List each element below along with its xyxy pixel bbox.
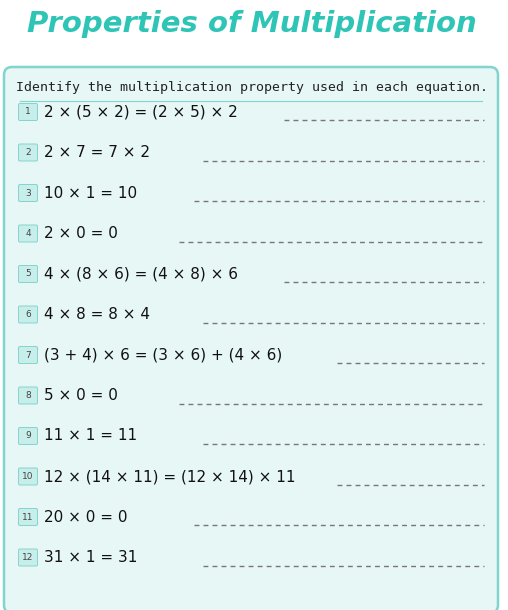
FancyBboxPatch shape: [18, 387, 38, 404]
Text: 20 × 0 = 0: 20 × 0 = 0: [44, 509, 128, 525]
FancyBboxPatch shape: [18, 144, 38, 161]
Text: 4 × (8 × 6) = (4 × 8) × 6: 4 × (8 × 6) = (4 × 8) × 6: [44, 267, 238, 281]
Text: 12 × (14 × 11) = (12 × 14) × 11: 12 × (14 × 11) = (12 × 14) × 11: [44, 469, 296, 484]
Text: 10 × 1 = 10: 10 × 1 = 10: [44, 185, 137, 201]
FancyBboxPatch shape: [18, 225, 38, 242]
Text: 2 × (5 × 2) = (2 × 5) × 2: 2 × (5 × 2) = (2 × 5) × 2: [44, 104, 238, 120]
Text: 10: 10: [22, 472, 34, 481]
Text: 11 × 1 = 11: 11 × 1 = 11: [44, 428, 137, 443]
FancyBboxPatch shape: [18, 428, 38, 445]
Text: 9: 9: [25, 431, 31, 440]
FancyBboxPatch shape: [18, 306, 38, 323]
FancyBboxPatch shape: [18, 346, 38, 364]
Text: 3: 3: [25, 188, 31, 198]
Text: 11: 11: [22, 512, 34, 522]
Text: 7: 7: [25, 351, 31, 359]
Text: 1: 1: [25, 107, 31, 117]
Text: 6: 6: [25, 310, 31, 319]
FancyBboxPatch shape: [18, 184, 38, 201]
Text: Properties of Multiplication: Properties of Multiplication: [27, 10, 477, 38]
FancyBboxPatch shape: [18, 265, 38, 282]
Text: 4 × 8 = 8 × 4: 4 × 8 = 8 × 4: [44, 307, 150, 322]
FancyBboxPatch shape: [18, 549, 38, 566]
Text: 4: 4: [25, 229, 31, 238]
Text: 31 × 1 = 31: 31 × 1 = 31: [44, 550, 137, 565]
Text: 8: 8: [25, 391, 31, 400]
Text: 2 × 7 = 7 × 2: 2 × 7 = 7 × 2: [44, 145, 150, 160]
FancyBboxPatch shape: [18, 468, 38, 485]
Text: (3 + 4) × 6 = (3 × 6) + (4 × 6): (3 + 4) × 6 = (3 × 6) + (4 × 6): [44, 348, 282, 362]
FancyBboxPatch shape: [4, 67, 498, 610]
Text: Identify the multiplication property used in each equation.: Identify the multiplication property use…: [16, 82, 488, 95]
Text: 12: 12: [22, 553, 34, 562]
Text: 5: 5: [25, 270, 31, 279]
Text: 2: 2: [25, 148, 31, 157]
FancyBboxPatch shape: [18, 104, 38, 121]
FancyBboxPatch shape: [18, 509, 38, 525]
Text: 2 × 0 = 0: 2 × 0 = 0: [44, 226, 118, 241]
Text: 5 × 0 = 0: 5 × 0 = 0: [44, 388, 118, 403]
